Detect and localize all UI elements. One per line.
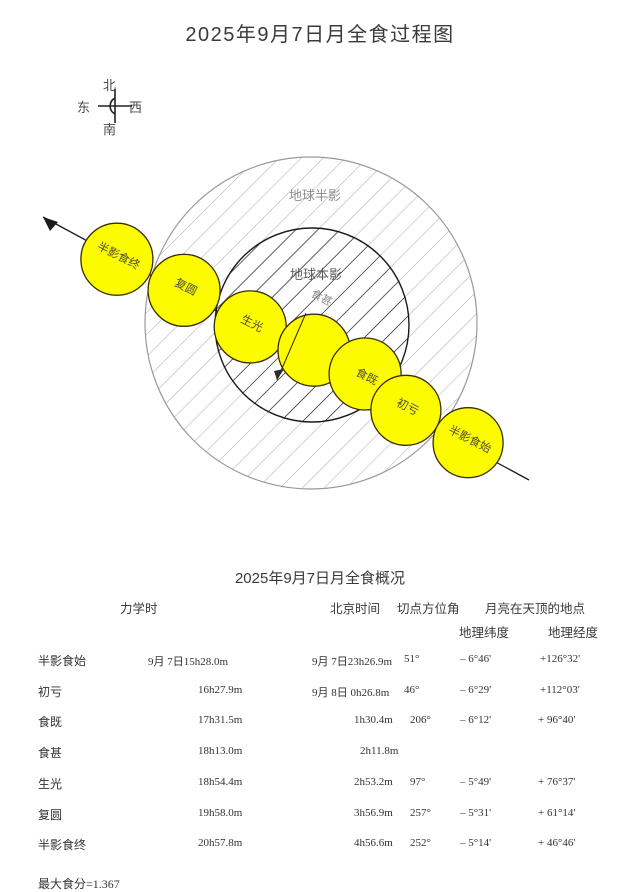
svg-text:地球半影: 地球半影 (289, 188, 341, 203)
svg-text:地球本影: 地球本影 (290, 267, 342, 282)
